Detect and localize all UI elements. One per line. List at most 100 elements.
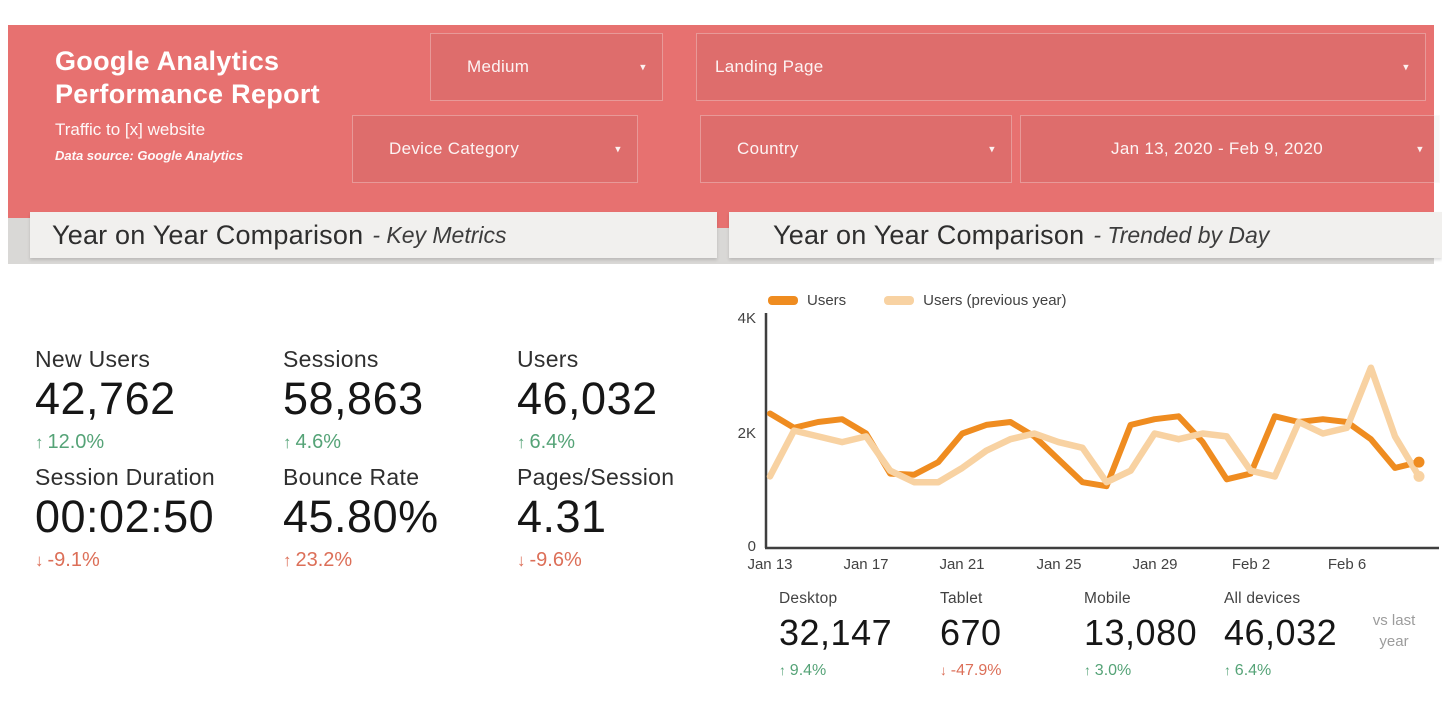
data-source-note: Data source: Google Analytics (55, 148, 244, 163)
arrow-up-icon: ↑ (283, 550, 292, 570)
legend-item-users-previous-year[interactable]: Users (previous year) (884, 292, 1067, 309)
users-endpoint-dot (1413, 456, 1425, 468)
scorecard-mobile: Mobile 13,080 ↑ 3.0% (1084, 590, 1197, 680)
legend-label: Users (807, 292, 847, 309)
metric-value: 42,762 (35, 373, 176, 424)
device-value: 670 (940, 612, 1002, 653)
filter-landing-page-label: Landing Page (715, 57, 824, 76)
arrow-down-icon: ↓ (940, 663, 947, 678)
metric-label: Sessions (283, 346, 379, 372)
metric-delta: ↓ -9.1% (35, 548, 100, 571)
x-axis-tick: Jan 13 (747, 556, 793, 573)
device-label: Tablet (940, 590, 983, 607)
scorecard-all-devices: All devices 46,032 ↑ 6.4% (1224, 590, 1337, 680)
metric-sessions: Sessions 58,863 ↑ 4.6% (283, 346, 424, 454)
section-title: Year on Year Comparison (52, 219, 364, 250)
y-axis-tick-0: 0 (747, 538, 756, 555)
section-header-key-metrics: Year on Year Comparison - Key Metrics (30, 212, 717, 258)
device-delta: ↓ -47.9% (940, 662, 1002, 679)
filter-device-category[interactable]: Device Category ▾ (352, 115, 638, 183)
trend-chart-svg[interactable] (755, 305, 1442, 567)
arrow-up-icon: ↑ (283, 432, 292, 452)
filter-date-range[interactable]: Jan 13, 2020 - Feb 9, 2020 ▾ (1020, 115, 1440, 183)
report-title: Google Analytics Performance Report (55, 46, 320, 109)
device-label: Mobile (1084, 590, 1131, 607)
filter-medium-label: Medium (467, 57, 530, 76)
metric-delta: ↑ 23.2% (283, 548, 353, 571)
metric-value: 58,863 (283, 373, 424, 424)
metric-value: 45.80% (283, 491, 439, 542)
y-axis-tick-4k: 4K (737, 310, 756, 327)
legend-item-users[interactable]: Users (768, 292, 846, 309)
filter-landing-page[interactable]: Landing Page ▾ (696, 33, 1426, 101)
metric-label: Session Duration (35, 464, 215, 490)
filter-medium[interactable]: Medium ▾ (430, 33, 663, 101)
metric-new-users: New Users 42,762 ↑ 12.0% (35, 346, 176, 454)
device-value: 13,080 (1084, 612, 1198, 653)
chevron-down-icon: ▾ (1417, 143, 1423, 156)
x-axis-tick: Feb 6 (1327, 556, 1367, 573)
scorecard-tablet: Tablet 670 ↓ -47.9% (940, 590, 1002, 680)
metric-delta: ↑ 6.4% (517, 430, 576, 453)
device-label: All devices (1224, 590, 1301, 607)
chevron-down-icon: ▾ (989, 143, 995, 156)
arrow-up-icon: ↑ (1084, 663, 1091, 678)
filter-date-range-label: Jan 13, 2020 - Feb 9, 2020 (1111, 139, 1323, 158)
x-axis-tick: Jan 21 (939, 556, 985, 573)
metric-users: Users 46,032 ↑ 6.4% (517, 346, 658, 454)
trend-chart[interactable] (755, 305, 1442, 567)
filter-device-category-label: Device Category (389, 139, 520, 158)
device-delta: ↑ 3.0% (1084, 662, 1132, 679)
series-swatch-users-previous-year (884, 296, 915, 305)
metric-pages-per-session: Pages/Session 4.31 ↓ -9.6% (517, 464, 674, 572)
users-previous-year-line (766, 364, 1423, 486)
series-swatch-users (768, 296, 798, 305)
device-delta: ↑ 6.4% (1224, 662, 1272, 679)
report-header: Google Analytics Performance Report Traf… (8, 25, 1440, 218)
device-value: 32,147 (779, 612, 893, 653)
arrow-up-icon: ↑ (35, 432, 44, 452)
arrow-up-icon: ↑ (1224, 663, 1231, 678)
metric-label: Pages/Session (517, 464, 675, 490)
report-title-block: Google Analytics Performance Report Traf… (55, 45, 355, 163)
vs-last-year-note: vs last year (1372, 612, 1416, 650)
chevron-down-icon: ▾ (615, 143, 621, 156)
section-strip-red-gap (717, 218, 729, 228)
arrow-down-icon: ↓ (517, 550, 526, 570)
device-value: 46,032 (1224, 612, 1338, 653)
metric-bounce-rate: Bounce Rate 45.80% ↑ 23.2% (283, 464, 439, 572)
metric-delta: ↑ 4.6% (283, 430, 342, 453)
section-subtitle: - Key Metrics (372, 221, 507, 248)
x-axis-tick: Jan 25 (1036, 556, 1082, 573)
section-header-trended-by-day: Year on Year Comparison - Trended by Day (729, 212, 1442, 258)
users-line (767, 410, 1422, 490)
arrow-up-icon: ↑ (517, 432, 526, 452)
users-previous-year-endpoint-dot (1413, 470, 1425, 482)
section-subtitle: - Trended by Day (1093, 221, 1270, 248)
scorecard-desktop: Desktop 32,147 ↑ 9.4% (779, 590, 892, 680)
device-label: Desktop (779, 590, 838, 607)
metric-delta: ↓ -9.6% (517, 548, 582, 571)
metric-delta: ↑ 12.0% (35, 430, 105, 453)
filter-country[interactable]: Country ▾ (700, 115, 1012, 183)
metric-value: 00:02:50 (35, 491, 215, 542)
legend-label: Users (previous year) (923, 292, 1067, 309)
y-axis-tick-2k: 2K (737, 425, 756, 442)
x-axis-tick: Jan 29 (1132, 556, 1178, 573)
report-subtitle: Traffic to [x] website (55, 120, 206, 139)
metric-label: Users (517, 346, 579, 372)
filter-country-label: Country (737, 139, 799, 158)
metric-value: 46,032 (517, 373, 658, 424)
section-title: Year on Year Comparison (773, 219, 1085, 250)
metric-label: Bounce Rate (283, 464, 420, 490)
x-axis-tick: Jan 17 (843, 556, 889, 573)
device-delta: ↑ 9.4% (779, 662, 827, 679)
metric-value: 4.31 (517, 491, 607, 542)
metric-session-duration: Session Duration 00:02:50 ↓ -9.1% (35, 464, 215, 572)
chevron-down-icon: ▾ (1403, 61, 1409, 74)
arrow-up-icon: ↑ (779, 663, 786, 678)
x-axis-tick: Feb 2 (1231, 556, 1271, 573)
metric-label: New Users (35, 346, 151, 372)
arrow-down-icon: ↓ (35, 550, 44, 570)
